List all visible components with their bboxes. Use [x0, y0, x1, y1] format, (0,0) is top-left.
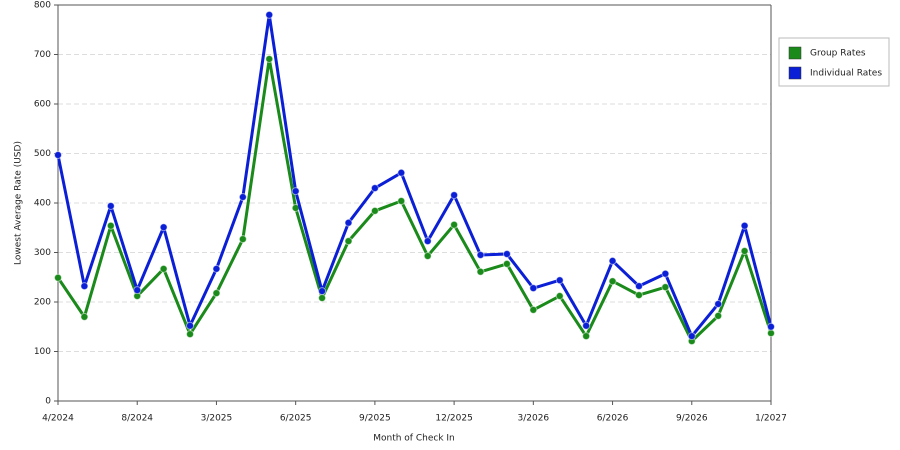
x-tick-label: 6/2026	[597, 414, 629, 424]
data-point	[555, 276, 564, 285]
data-point	[608, 277, 617, 286]
x-tick-label: 3/2026	[517, 414, 549, 424]
data-point	[714, 311, 723, 320]
data-point	[740, 247, 749, 256]
x-tick-label: 3/2025	[201, 414, 233, 424]
x-tick-label: 12/2025	[435, 414, 472, 424]
legend-label: Group Rates	[810, 49, 866, 59]
legend-swatch	[788, 66, 802, 80]
data-point	[529, 305, 538, 314]
x-tick-label: 9/2025	[359, 414, 391, 424]
legend-label: Individual Rates	[810, 69, 882, 79]
data-point	[212, 264, 221, 273]
data-point	[661, 269, 670, 278]
data-point	[423, 237, 432, 246]
data-point	[80, 312, 89, 321]
data-point	[740, 221, 749, 230]
y-tick-label: 200	[34, 298, 51, 308]
data-point	[502, 259, 511, 268]
data-point	[450, 220, 459, 229]
data-point	[529, 284, 538, 293]
data-point	[344, 218, 353, 227]
data-point	[159, 264, 168, 273]
data-point	[476, 250, 485, 259]
data-point	[106, 201, 115, 210]
y-axis-label: Lowest Average Rate (USD)	[14, 141, 24, 265]
data-point	[423, 251, 432, 260]
x-tick-label: 1/2027	[755, 414, 787, 424]
data-point	[318, 294, 327, 303]
data-point	[582, 332, 591, 341]
data-point	[238, 235, 247, 244]
legend-swatch	[788, 46, 802, 60]
x-axis-label: Month of Check In	[373, 434, 455, 444]
data-point	[661, 283, 670, 292]
data-point	[265, 10, 274, 19]
data-point	[555, 292, 564, 301]
data-point	[106, 221, 115, 230]
data-point	[54, 273, 62, 282]
data-point	[370, 206, 379, 215]
data-point	[159, 223, 168, 232]
data-point	[212, 289, 221, 298]
data-point	[133, 286, 142, 295]
data-point	[397, 197, 406, 206]
x-tick-label: 4/2024	[42, 414, 74, 424]
data-point	[476, 267, 485, 276]
data-point	[238, 193, 247, 202]
data-point	[608, 256, 617, 265]
data-point	[634, 291, 643, 300]
data-point	[80, 282, 89, 291]
data-point	[186, 330, 195, 339]
data-point	[291, 187, 300, 196]
y-tick-label: 300	[34, 248, 51, 258]
data-point	[714, 299, 723, 308]
x-tick-label: 9/2026	[676, 414, 708, 424]
data-point	[318, 287, 327, 296]
data-point	[687, 332, 696, 341]
y-tick-label: 700	[34, 50, 51, 60]
series-line	[56, 13, 773, 338]
data-point	[502, 249, 511, 258]
data-point	[397, 168, 406, 177]
data-point	[450, 191, 459, 200]
y-tick-label: 100	[34, 347, 51, 357]
data-point	[186, 321, 195, 330]
series-line	[56, 57, 773, 343]
data-point	[370, 184, 379, 193]
data-point	[634, 282, 643, 291]
x-tick-label: 6/2025	[280, 414, 312, 424]
data-point	[582, 321, 591, 330]
y-tick-label: 400	[34, 199, 51, 209]
y-tick-label: 0	[45, 397, 51, 407]
x-tick-label: 8/2024	[121, 414, 153, 424]
y-tick-label: 500	[34, 149, 51, 159]
data-point	[265, 54, 274, 63]
y-tick-label: 600	[34, 100, 51, 110]
data-point	[344, 237, 353, 246]
data-point	[54, 150, 62, 159]
y-tick-label: 800	[34, 1, 51, 11]
data-point	[767, 322, 775, 331]
